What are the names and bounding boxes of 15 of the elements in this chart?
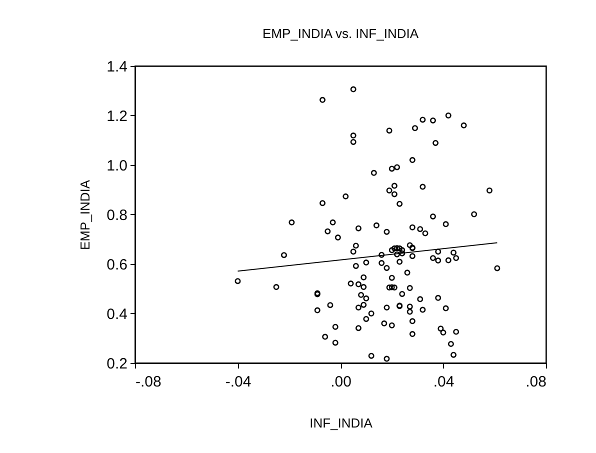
y-tick-label: 1.4: [106, 58, 128, 76]
y-tick-label: 0.6: [106, 256, 128, 274]
y-axis-title: EMP_INDIA: [78, 180, 93, 250]
chart-title: EMP_INDIA vs. INF_INDIA: [262, 26, 419, 41]
y-tick-label: 1.0: [106, 158, 128, 174]
y-tick-label: 0.4: [106, 306, 128, 323]
y-tick-label: 0.2: [106, 356, 128, 372]
x-tick-label: -.04: [225, 374, 252, 390]
x-tick-label: .08: [526, 374, 546, 390]
y-tick-label: 1.2: [106, 108, 128, 125]
x-axis-title: INF_INDIA: [310, 416, 373, 430]
x-tick-label: .04: [433, 374, 454, 390]
x-tick-label: -.08: [136, 374, 162, 390]
x-tick-label: .00: [330, 374, 352, 390]
y-tick-label: 0.8: [106, 207, 128, 224]
